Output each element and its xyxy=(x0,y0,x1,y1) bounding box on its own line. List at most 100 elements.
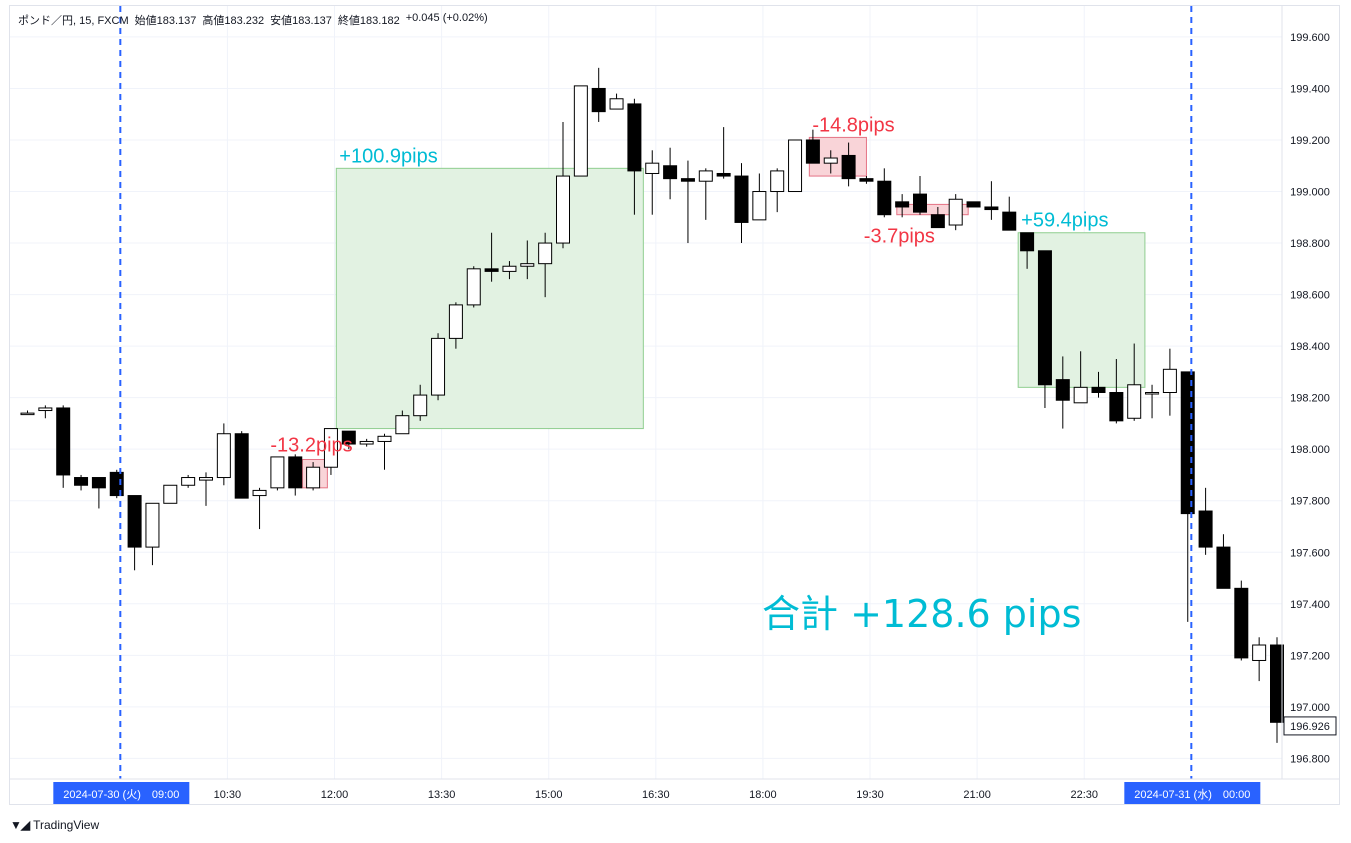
open-value: 始値183.137 xyxy=(134,15,197,27)
trade-result-label: -14.8pips xyxy=(812,114,894,136)
candle-down xyxy=(680,178,695,182)
candle-down xyxy=(895,201,910,208)
candle-down xyxy=(734,175,749,223)
candle-up xyxy=(823,157,838,164)
price-tick-label: 196.800 xyxy=(1290,753,1330,765)
chart-frame xyxy=(9,5,1340,805)
candle-up xyxy=(163,484,178,504)
candle-down xyxy=(1020,232,1035,252)
price-tick-label: 197.200 xyxy=(1290,650,1330,662)
candle-down xyxy=(109,471,124,497)
time-tick-label: 21:00 xyxy=(963,789,991,801)
candle-down xyxy=(877,180,892,216)
price-tick-label: 198.400 xyxy=(1290,341,1330,353)
profit-zone xyxy=(1017,232,1146,388)
candle-up xyxy=(788,139,803,193)
price-tick-label: 198.200 xyxy=(1290,393,1330,405)
candle-up xyxy=(306,466,321,489)
candle-down xyxy=(341,430,356,445)
price-tick-label: 197.000 xyxy=(1290,702,1330,714)
session-time-badge xyxy=(53,782,190,804)
candle-up xyxy=(770,170,785,193)
time-tick-label: 19:30 xyxy=(856,789,884,801)
candle-up xyxy=(1127,384,1142,419)
candle-down xyxy=(1270,644,1284,723)
candle-up xyxy=(323,428,338,468)
trade-result-label: +100.9pips xyxy=(339,145,437,167)
candle-down xyxy=(56,407,71,476)
candle-up xyxy=(395,415,410,435)
last-price-label: 196.926 xyxy=(1290,721,1330,733)
time-axis[interactable]: 2024-07-30 (火) 09:00 10:30 12:00 13:30 15:00… xyxy=(10,778,1340,804)
session-lines xyxy=(119,6,1193,779)
candle-down xyxy=(663,165,678,180)
trade-result-label: +59.4pips xyxy=(1021,210,1108,232)
candle-up xyxy=(38,407,53,412)
time-tick-label: 13:30 xyxy=(428,789,456,801)
profit-zone xyxy=(335,167,644,430)
candle-up xyxy=(252,489,267,497)
price-tick-label: 197.800 xyxy=(1290,496,1330,508)
price-tick-label: 199.000 xyxy=(1290,187,1330,199)
price-tick-label: 198.800 xyxy=(1290,238,1330,250)
candle-down xyxy=(1037,250,1052,386)
candle-down xyxy=(1234,587,1249,659)
candle-up xyxy=(573,85,588,177)
candle-up xyxy=(181,477,196,486)
trade-result-label: -3.7pips xyxy=(864,226,935,248)
symbol-legend[interactable]: ポンド／円, 15, FXCM 始値183.137 高値183.232 安値18… xyxy=(18,12,488,28)
price-axis[interactable]: 199.600 199.400 199.200 199.000 198.800 198.6… xyxy=(1281,6,1337,779)
candle-up xyxy=(216,433,231,479)
session-time-label: 2024-07-30 (火) 09:00 xyxy=(63,789,179,801)
candle-up xyxy=(752,191,767,221)
price-tick-label: 197.600 xyxy=(1290,547,1330,559)
trade-labels: -13.2pips +100.9pips -14.8pips -3.7pips +59.… xyxy=(270,114,1108,636)
candle-down xyxy=(1055,379,1070,401)
price-grid xyxy=(10,6,1282,779)
last-price-badge xyxy=(1283,716,1337,736)
candle-down xyxy=(913,193,927,213)
candle-up xyxy=(377,435,392,442)
candle-up xyxy=(1073,386,1088,404)
price-tick-label: 198.600 xyxy=(1290,290,1330,302)
candle-down xyxy=(966,201,981,208)
candle-up xyxy=(698,170,713,182)
time-tick-label: 10:30 xyxy=(214,789,242,801)
symbol-name[interactable]: ポンド／円, 15, FXCM xyxy=(18,15,129,27)
candle-up xyxy=(1252,644,1267,661)
time-tick-label: 22:30 xyxy=(1070,789,1098,801)
candle-up xyxy=(431,337,446,396)
candle-up xyxy=(1162,368,1177,393)
brand-name: TradingView xyxy=(33,818,100,832)
candle-up xyxy=(948,198,963,226)
candle-down xyxy=(859,178,874,182)
candle-down xyxy=(484,268,499,272)
candle-down xyxy=(805,139,820,164)
candle-down xyxy=(591,87,606,113)
candle-down xyxy=(74,477,89,486)
candle-down xyxy=(288,456,303,489)
candle-up xyxy=(1145,392,1160,395)
candle-down xyxy=(627,103,642,172)
candle-down xyxy=(716,172,731,177)
candle-up xyxy=(413,394,428,417)
candle-down xyxy=(1198,510,1213,548)
tradingview-brand[interactable]: ▼◢ TradingView xyxy=(10,818,99,832)
candle-down xyxy=(127,495,142,548)
time-tick-label: 15:00 xyxy=(535,789,563,801)
total-pips-label: 合計 +128.6 pips xyxy=(762,592,1081,636)
candle-up xyxy=(199,477,213,481)
price-tick-label: 199.600 xyxy=(1290,32,1330,44)
session-time-badge xyxy=(1124,782,1261,804)
candle-up xyxy=(538,242,553,265)
candle-down xyxy=(234,433,249,499)
price-tick-label: 199.200 xyxy=(1290,135,1330,147)
session-time-label: 2024-07-31 (水) 00:00 xyxy=(1134,788,1250,801)
candle-down xyxy=(91,477,106,489)
candle-up xyxy=(609,98,624,110)
price-tick-label: 199.400 xyxy=(1290,83,1330,95)
candle-up xyxy=(466,268,481,306)
close-value: 終値183.182 xyxy=(337,15,400,27)
candle-down xyxy=(930,214,945,229)
